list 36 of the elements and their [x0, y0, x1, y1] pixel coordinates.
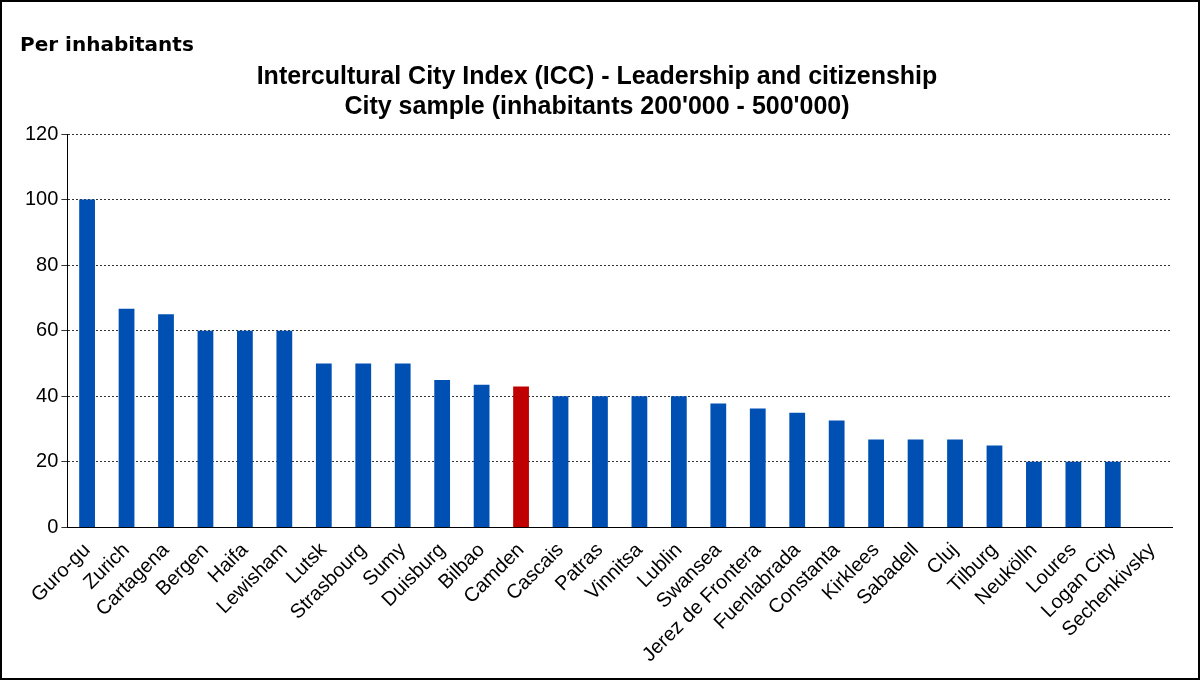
bar [1065, 461, 1082, 527]
bar [868, 439, 885, 527]
bar [237, 330, 253, 527]
y-tick-label: 120 [24, 121, 59, 144]
bar [670, 396, 687, 527]
bar [1026, 461, 1042, 527]
bar [394, 363, 411, 527]
bar [749, 408, 766, 527]
chart-title: Intercultural City Index (ICC) - Leadership and citizenship City sample (inhabitants 200'000 - 500'000) [256, 60, 938, 119]
bar [1104, 461, 1121, 527]
bar [710, 403, 727, 527]
bar [79, 199, 95, 527]
bar [197, 330, 214, 527]
bar [907, 439, 924, 527]
bar [986, 445, 1003, 527]
y-tick-label: 100 [24, 187, 59, 210]
bar [513, 386, 529, 527]
bar [355, 363, 372, 527]
bar [473, 384, 490, 527]
bar [552, 396, 569, 527]
bar [828, 420, 845, 527]
y-tick-label: 0 [47, 514, 59, 537]
chart-subtitle: Per inhabitants [20, 32, 194, 56]
y-tick-label: 40 [36, 383, 59, 406]
bar [592, 396, 608, 527]
bar [434, 379, 451, 527]
bar [631, 396, 648, 527]
y-tick-label: 60 [36, 318, 59, 341]
y-tick-label: 20 [36, 449, 59, 472]
bar [789, 412, 806, 527]
bar [118, 308, 135, 527]
bar [315, 363, 332, 527]
bar [947, 439, 963, 527]
y-tick-label: 80 [36, 252, 59, 275]
bar [158, 314, 174, 527]
bar [276, 330, 293, 527]
